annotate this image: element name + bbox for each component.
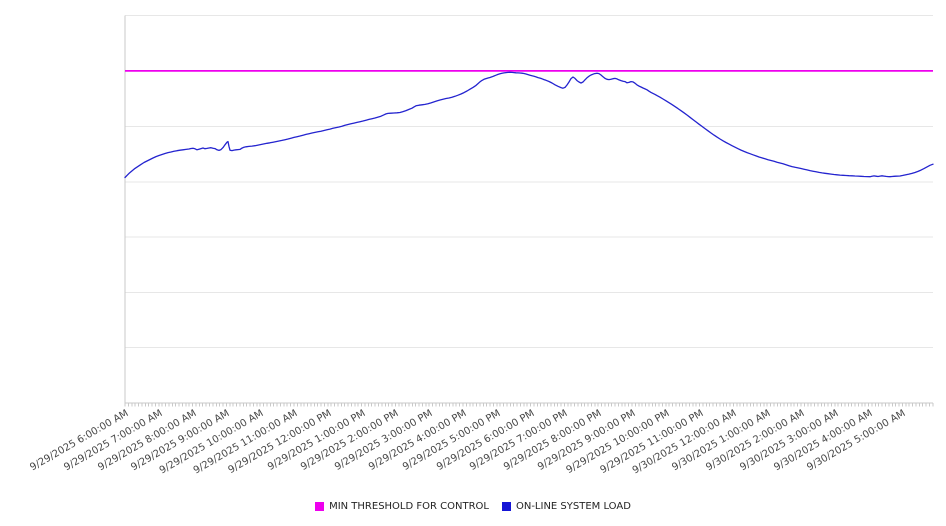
system-load-color-swatch [501,501,511,511]
legend: MIN THRESHOLD FOR CONTROL ON-LINE SYSTEM… [0,498,946,514]
legend-item-system-load: ON-LINE SYSTEM LOAD [501,500,631,512]
legend-label-system-load: ON-LINE SYSTEM LOAD [515,500,631,512]
legend-item-min-threshold: MIN THRESHOLD FOR CONTROL [315,501,489,512]
legend-label-threshold: MIN THRESHOLD FOR CONTROL [329,500,489,512]
threshold-color-swatch [315,501,325,511]
system-load-line [124,71,934,179]
